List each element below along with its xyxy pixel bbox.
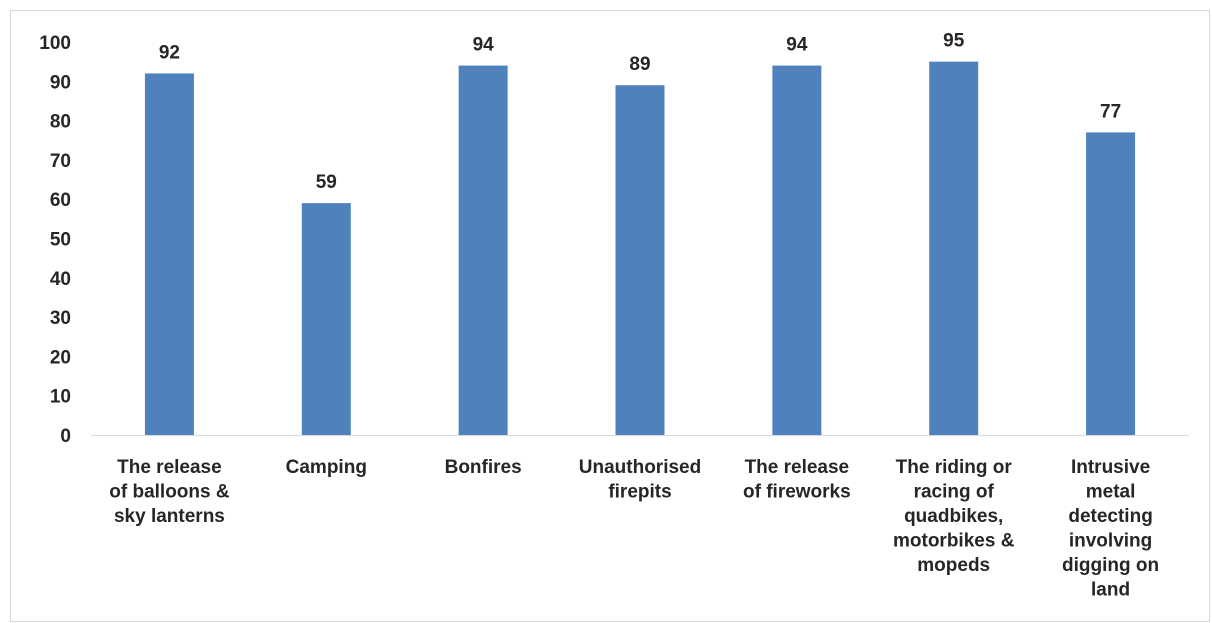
x-category-label: The release of fireworks [743,457,851,503]
bar [615,85,665,435]
bars [144,61,1136,436]
x-category-label: Unauthorised firepits [579,457,701,503]
x-category-label: Bonfires [445,457,522,478]
data-label: 94 [473,35,495,56]
y-tick-label: 50 [50,230,71,251]
bar [301,203,351,435]
x-category-label-line: sky lanterns [114,506,225,527]
bar [929,61,979,436]
data-label: 92 [159,42,180,63]
bar [458,65,508,435]
x-category-label: Intrusive metal detecting involving digging … [1062,457,1159,601]
x-category-label-line: metal [1086,482,1136,503]
data-label: 77 [1100,101,1121,122]
x-category-label-line: firepits [608,482,671,503]
bar [144,73,194,435]
x-category-label-line: quadbikes, [904,506,1003,527]
x-category-label-line: racing of [914,482,995,503]
data-label: 59 [316,172,337,193]
y-tick-label: 100 [39,33,71,54]
x-category-label-line: Camping [286,457,367,478]
x-category-label-line: mopeds [917,555,990,576]
x-category-label-line: involving [1069,531,1152,552]
y-tick-label: 20 [50,347,71,368]
x-category-label-line: land [1091,580,1130,601]
y-tick-label: 40 [50,269,71,290]
bar-chart: 0 10 20 30 40 50 60 70 80 90 100 92 59 94 89 94 95 77 Th… [39,31,1189,601]
x-category-label-line: of balloons & [109,482,230,503]
x-category-label: Camping [286,457,367,478]
bar [772,65,822,435]
chart-frame: 0 10 20 30 40 50 60 70 80 90 100 92 59 94 89 94 95 77 Th… [10,10,1210,622]
y-tick-label: 80 [50,112,71,133]
y-tick-label: 60 [50,190,71,211]
x-category-label-line: Unauthorised [579,457,701,478]
x-category-label-line: Intrusive [1071,457,1150,478]
x-category-label-line: The release [745,457,850,478]
x-category-label: The release of balloons & sky lanterns [109,457,230,527]
bar [1086,132,1136,435]
data-label: 94 [786,35,808,56]
data-labels: 92 59 94 89 94 95 77 [159,31,1121,193]
y-tick-label: 70 [50,151,71,172]
y-tick-label: 90 [50,72,71,93]
x-category-label-line: Bonfires [445,457,522,478]
data-label: 95 [943,31,965,52]
x-category-label-line: detecting [1068,506,1152,527]
x-axis: The release of balloons & sky lanterns Camp… [91,435,1189,601]
x-category-label-line: The riding or [896,457,1013,478]
data-label: 89 [629,54,650,75]
x-category-label: The riding or racing of quadbikes, motorbik… [893,457,1015,576]
x-category-label-line: The release [117,457,222,478]
y-axis: 0 10 20 30 40 50 60 70 80 90 100 [39,33,71,447]
y-tick-label: 10 [50,387,71,408]
x-category-label-line: of fireworks [743,482,851,503]
x-category-label-line: digging on [1062,555,1159,576]
y-tick-label: 0 [60,426,71,447]
y-tick-label: 30 [50,308,71,329]
x-category-label-line: motorbikes & [893,531,1015,552]
